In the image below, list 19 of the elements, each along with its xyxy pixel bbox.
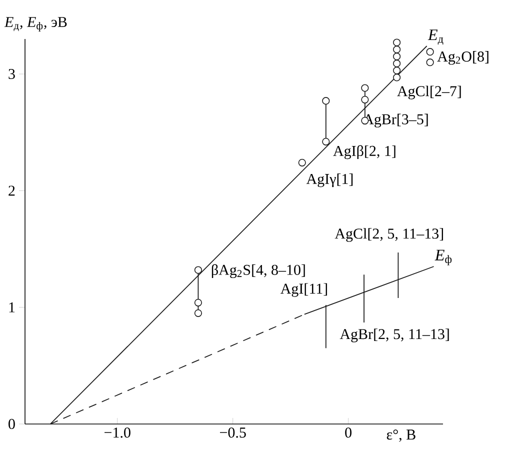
y-axis-title: E$_{д}$, E$_{ф}$, эВ [4,17,67,32]
series-label: E$_{ф}$ [434,250,452,266]
x-tick-label: −1.0 [104,428,130,438]
y-tick-label: 3 [8,68,15,80]
y-tick-label: 0 [8,418,15,430]
annotation: AgI[11] [280,283,327,297]
x-axis-title: ε°, В [386,430,416,442]
annotation: AgCl[2–7] [397,86,461,100]
annotation: AgBr[2, 5, 11–13] [340,328,449,342]
annotation: βAg$_{2}$S[4, 8–10] [212,264,305,278]
annotation: AgIβ[2, 1] [333,145,396,160]
x-tick-label: 0 [345,428,352,438]
x-tick-label: −0.5 [220,428,246,438]
y-tick-label: 1 [9,302,15,312]
y-tick-label: 2 [8,186,15,196]
series-label: E$_{д}$ [428,30,444,45]
annotation: AgIγ[1] [306,173,353,188]
annotation: Ag$_{2}$O[8] [437,51,488,65]
annotation: AgCl[2, 5, 11–13] [334,228,443,242]
